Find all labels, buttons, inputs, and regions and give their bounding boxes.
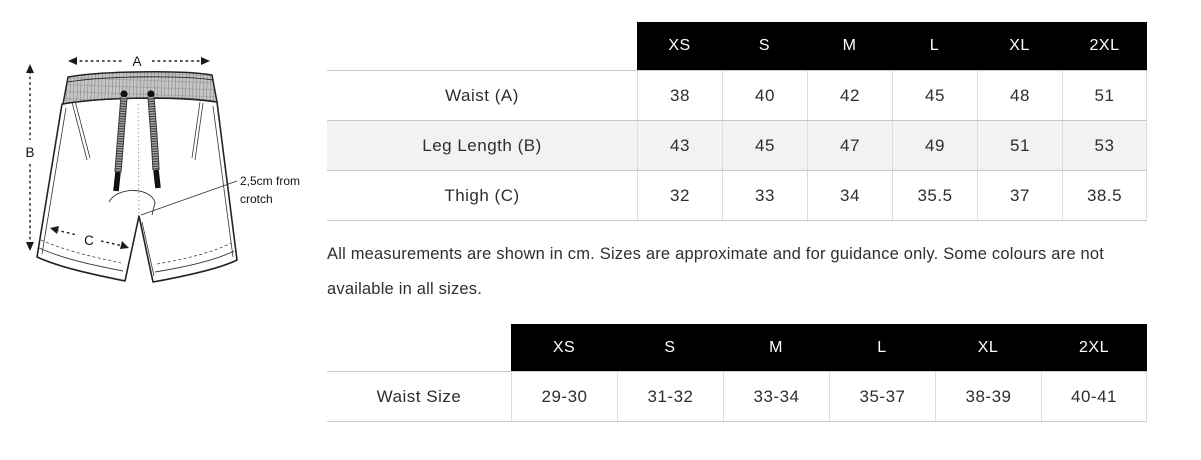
label-c: C <box>84 233 94 248</box>
size-value: 31-32 <box>617 372 723 421</box>
size-value: 33-34 <box>723 372 829 421</box>
size-value: 33 <box>722 171 807 220</box>
size-value: 38 <box>637 71 722 120</box>
column-header-m: M <box>723 324 829 371</box>
size-value: 47 <box>807 121 892 170</box>
column-header-2xl: 2XL <box>1062 22 1147 70</box>
size-value: 53 <box>1062 121 1147 170</box>
size-value: 48 <box>977 71 1062 120</box>
measure-arrow-c: C <box>50 226 129 249</box>
fly-curve <box>108 190 156 216</box>
measurements-table: XS S M L XL 2XL Waist (A) 38 40 42 45 48 51 Leg Lengt… <box>327 22 1147 221</box>
measure-arrow-a: A <box>68 54 210 69</box>
size-value: 32 <box>637 171 722 220</box>
table-row: Waist (A) 38 40 42 45 48 51 <box>327 71 1147 121</box>
column-header-l: L <box>892 22 977 70</box>
column-header-l: L <box>829 324 935 371</box>
drawstring-right <box>147 96 161 189</box>
size-value: 34 <box>807 171 892 220</box>
annotation-text-line2: crotch <box>240 192 273 206</box>
label-a: A <box>132 54 141 69</box>
row-label: Thigh (C) <box>444 185 520 205</box>
pocket-left <box>71 100 91 161</box>
annotation-pointer-line <box>140 180 238 216</box>
table-row: Leg Length (B) 43 45 47 49 51 53 <box>327 121 1147 171</box>
column-header-xs: XS <box>637 22 722 70</box>
table-corner-cell <box>327 22 637 70</box>
pocket-right <box>191 101 204 161</box>
aglet-right <box>153 169 161 189</box>
eyelet-right <box>147 90 155 98</box>
waist-size-table: XS S M L XL 2XL Waist Size 29-30 31-32 33-34 35-37… <box>327 324 1147 422</box>
size-value: 51 <box>977 121 1062 170</box>
size-value: 40-41 <box>1041 372 1147 421</box>
size-guide-note: All measurements are shown in cm. Sizes … <box>327 245 1105 298</box>
table-header-row: XS S M L XL 2XL <box>327 22 1147 71</box>
table-header-row: XS S M L XL 2XL <box>327 324 1147 372</box>
column-header-xs: XS <box>511 324 617 371</box>
label-b: B <box>25 145 34 160</box>
size-value: 49 <box>892 121 977 170</box>
measure-arrow-b: B <box>25 64 35 251</box>
size-value: 45 <box>722 121 807 170</box>
row-label: Leg Length (B) <box>422 135 542 155</box>
size-value: 42 <box>807 71 892 120</box>
size-value: 35-37 <box>829 372 935 421</box>
size-value: 38.5 <box>1062 171 1147 220</box>
size-value: 29-30 <box>511 372 617 421</box>
row-label: Waist Size <box>376 386 462 406</box>
column-header-xl: XL <box>977 22 1062 70</box>
column-header-2xl: 2XL <box>1041 324 1147 371</box>
size-value: 51 <box>1062 71 1147 120</box>
column-header-m: M <box>807 22 892 70</box>
eyelet-left <box>120 90 128 98</box>
table-row: Thigh (C) 32 33 34 35.5 37 38.5 <box>327 171 1147 221</box>
aglet-left <box>113 171 121 192</box>
size-value: 37 <box>977 171 1062 220</box>
row-label: Waist (A) <box>445 85 519 105</box>
size-value: 40 <box>722 71 807 120</box>
column-header-s: S <box>722 22 807 70</box>
shorts-outline <box>36 97 238 283</box>
waistband <box>62 71 218 105</box>
size-value: 45 <box>892 71 977 120</box>
column-header-s: S <box>617 324 723 371</box>
size-value: 38-39 <box>935 372 1041 421</box>
drawstring-left <box>113 96 128 192</box>
crotch-annotation: 2,5cm from crotch <box>140 174 300 216</box>
size-value: 43 <box>637 121 722 170</box>
shorts-diagram: A B C 2,5cm from crotch <box>25 54 300 283</box>
table-row: Waist Size 29-30 31-32 33-34 35-37 38-39 40-41 <box>327 372 1147 422</box>
column-header-xl: XL <box>935 324 1041 371</box>
table-corner-cell <box>327 324 511 371</box>
annotation-text-line1: 2,5cm from <box>240 174 300 188</box>
size-value: 35.5 <box>892 171 977 220</box>
